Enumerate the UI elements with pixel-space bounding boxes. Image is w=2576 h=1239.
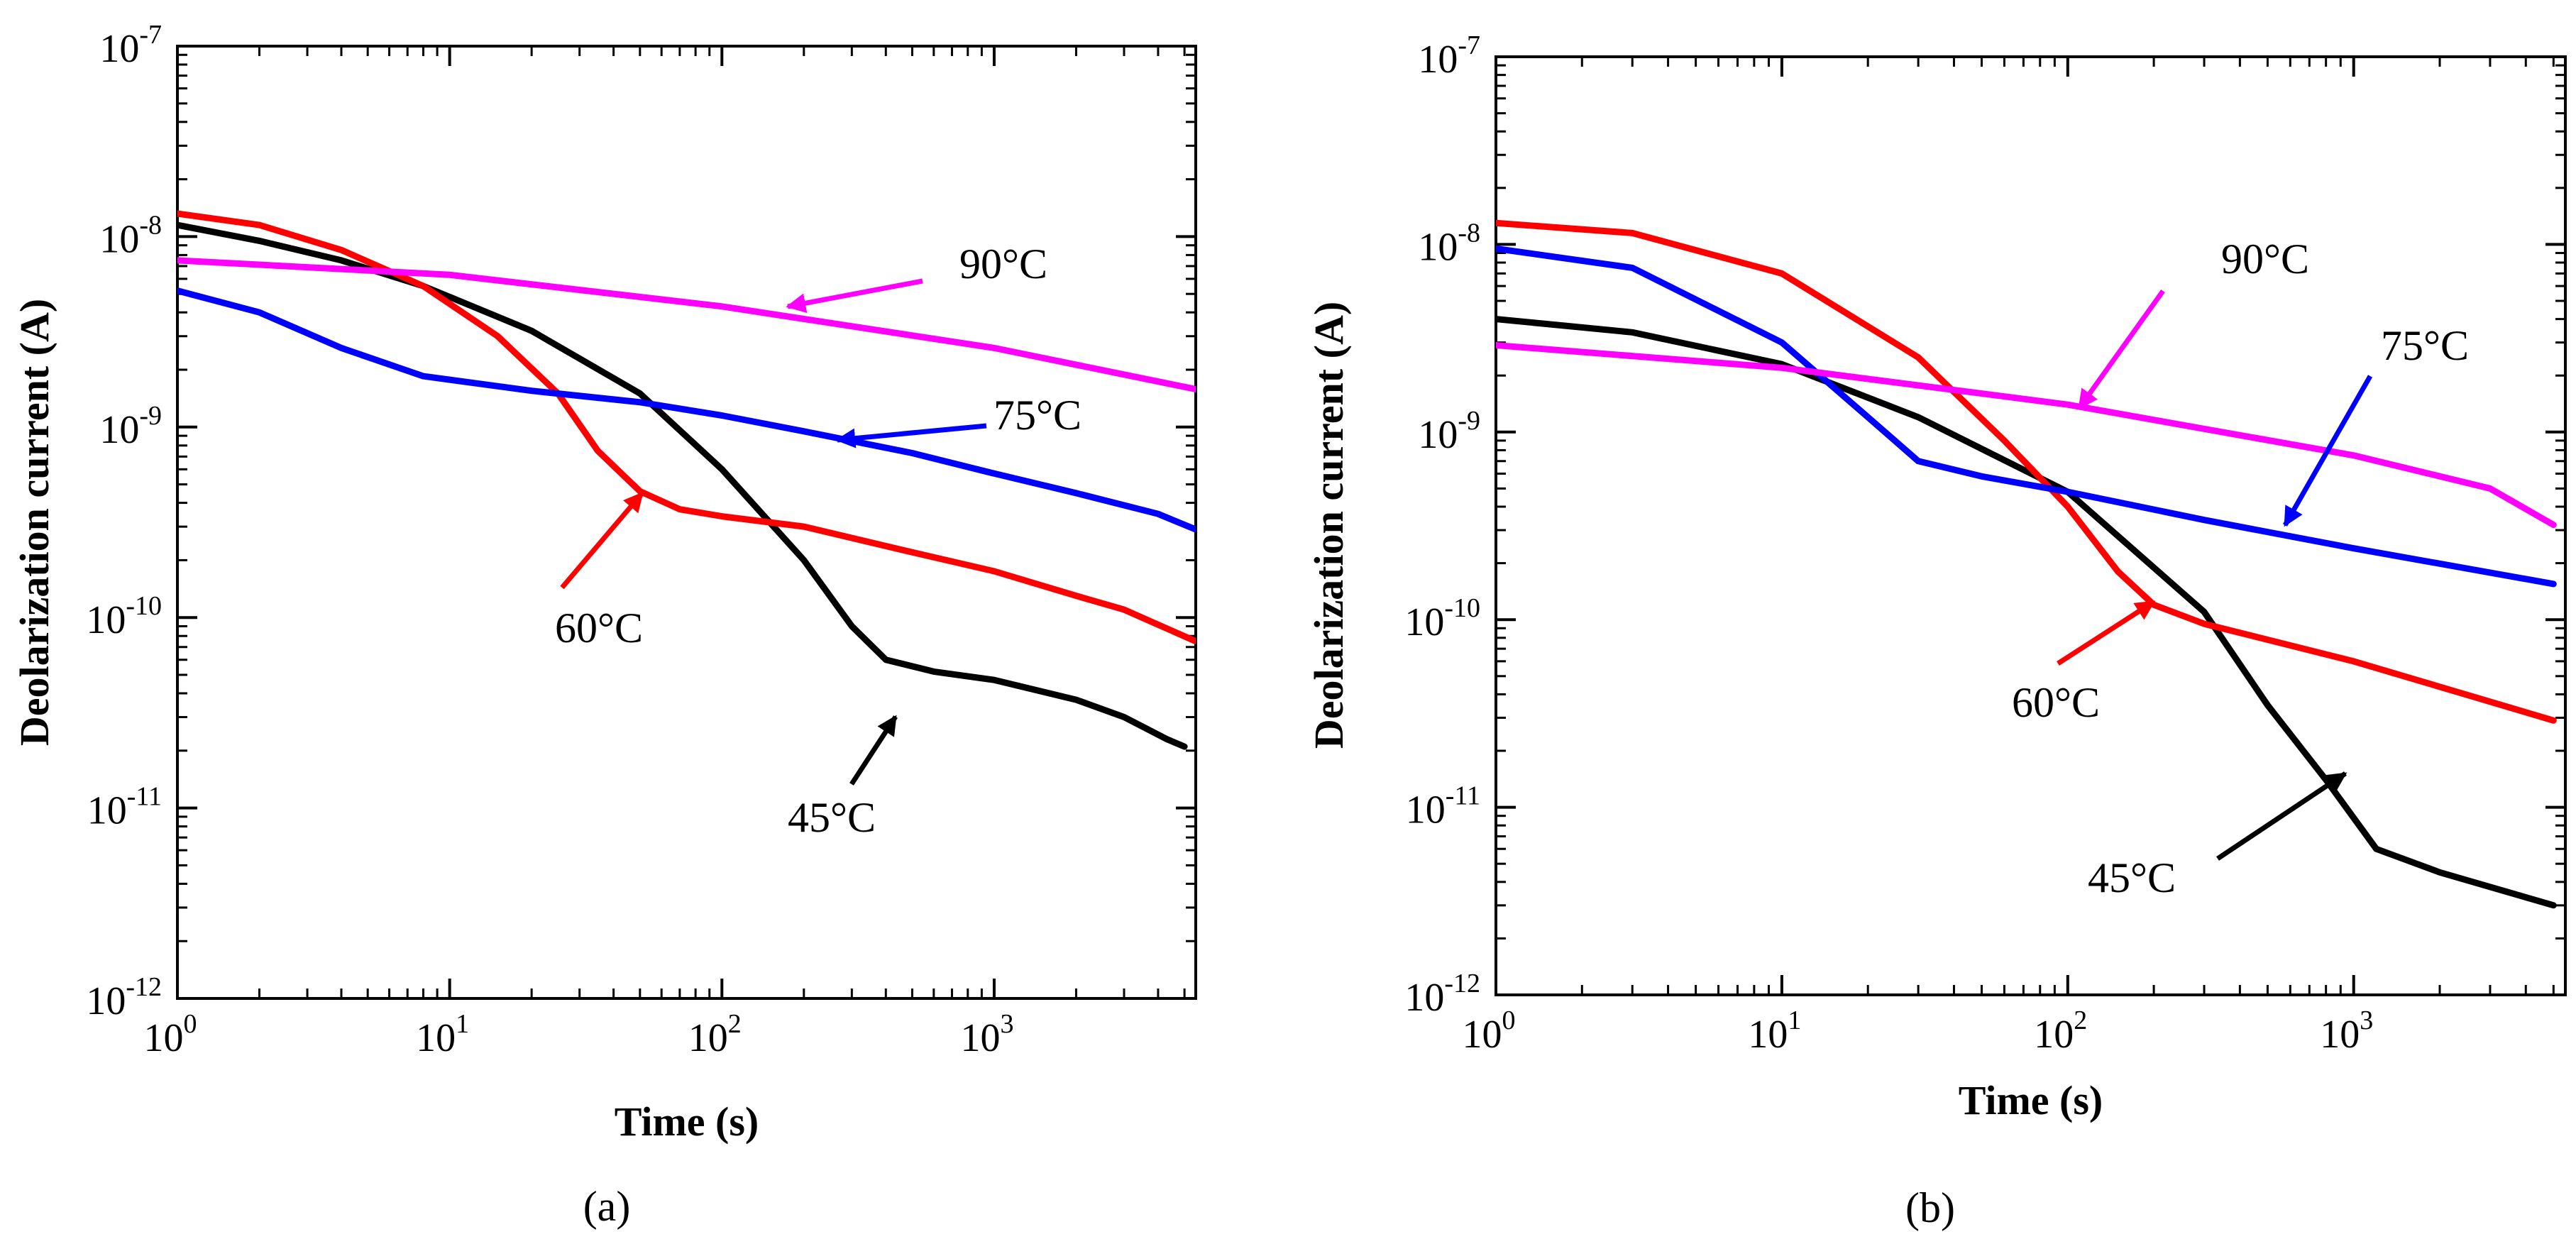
series-line-60C bbox=[177, 210, 1196, 645]
series-line-60C bbox=[1496, 219, 2557, 724]
annotation-label: 75°C bbox=[2381, 322, 2469, 369]
y-tick-label: 10-9 bbox=[1418, 406, 1480, 457]
annotation-arrow bbox=[835, 423, 987, 448]
x-tick-label: 102 bbox=[2034, 1006, 2087, 1057]
x-tick-label: 101 bbox=[416, 1009, 469, 1060]
plot-frame bbox=[1495, 55, 2567, 996]
y-tick-label: 10-7 bbox=[99, 20, 162, 71]
annotation-label: 45°C bbox=[2088, 854, 2176, 901]
annotation-arrow bbox=[2057, 600, 2156, 666]
y-axis-label: Deolarization current (A) bbox=[11, 299, 57, 746]
y-tick-label: 10-8 bbox=[99, 210, 162, 261]
series-line-45C bbox=[1496, 316, 2557, 909]
annotation-arrow bbox=[849, 715, 898, 786]
series-group bbox=[1496, 219, 2557, 909]
y-tick-label: 10-9 bbox=[99, 401, 162, 452]
y-tick-label: 10-8 bbox=[1418, 218, 1480, 269]
series-line-75C bbox=[177, 287, 1196, 533]
y-tick-label: 10-12 bbox=[1404, 969, 1480, 1020]
series-line-90C bbox=[1496, 342, 2557, 529]
chart-panel-a: 100 101 102 103 10-12 10-11 10-10 10-9 10-8 10-7 T… bbox=[11, 20, 1197, 1230]
annotation-label: 60°C bbox=[2012, 679, 2100, 726]
x-tick-label: 100 bbox=[1463, 1006, 1516, 1057]
x-axis-label: Time (s) bbox=[1959, 1077, 2103, 1123]
plot-frame bbox=[176, 45, 1197, 1000]
annotation-label: 90°C bbox=[959, 241, 1047, 287]
x-tick-label: 103 bbox=[2320, 1006, 2373, 1057]
y-tick-label: 10-10 bbox=[1404, 593, 1480, 644]
x-axis-label: Time (s) bbox=[615, 1098, 759, 1145]
y-tick-label: 10-10 bbox=[86, 591, 162, 642]
y-tick-label: 10-7 bbox=[1418, 31, 1480, 82]
x-tick-label: 103 bbox=[960, 1009, 1013, 1060]
y-tick-label: 10-11 bbox=[87, 782, 162, 833]
annotation-label: 90°C bbox=[2221, 236, 2309, 282]
x-tick-label: 101 bbox=[1748, 1006, 1801, 1057]
series-group bbox=[177, 210, 1196, 750]
y-tick-label: 10-12 bbox=[86, 972, 162, 1023]
y-axis-label: Deolarization current (A) bbox=[1306, 302, 1352, 749]
annotation-arrow bbox=[560, 491, 644, 590]
annotation-arrow bbox=[2077, 289, 2165, 410]
annotation-label: 75°C bbox=[993, 392, 1081, 439]
x-tick-label: 102 bbox=[688, 1009, 742, 1060]
x-tick-label: 100 bbox=[144, 1009, 197, 1060]
series-line-90C bbox=[177, 257, 1196, 392]
panel-label: (a) bbox=[583, 1183, 631, 1230]
annotation-label: 45°C bbox=[788, 794, 876, 841]
annotation-arrow bbox=[2282, 375, 2373, 527]
series-line-75C bbox=[1496, 245, 2557, 588]
y-tick-label: 10-11 bbox=[1406, 781, 1480, 832]
panel-label: (b) bbox=[1905, 1184, 1955, 1231]
annotation-arrow bbox=[2216, 771, 2347, 861]
annotation-label: 60°C bbox=[555, 605, 643, 651]
annotation-arrow bbox=[786, 278, 923, 314]
chart-panel-b: 100 101 102 103 10-12 10-11 10-10 10-9 10-8 10-7 T… bbox=[1306, 31, 2567, 1231]
